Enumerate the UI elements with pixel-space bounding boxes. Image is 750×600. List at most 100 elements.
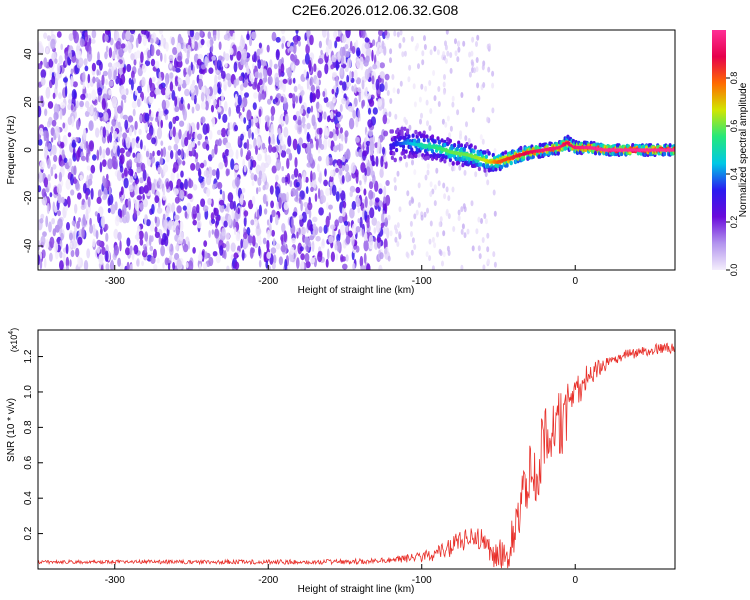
spectrogram-cell [169, 72, 174, 79]
signal-cell [390, 155, 394, 160]
spectrogram-cell [237, 207, 240, 215]
spectrogram-cell [69, 259, 72, 267]
spectrogram-cell [368, 181, 374, 190]
spectrogram-cell [173, 161, 179, 172]
spectrogram-cell [396, 241, 400, 247]
spectrogram-cell [41, 188, 46, 198]
spectrogram-cell [391, 74, 395, 80]
spectrogram-cell [150, 44, 155, 57]
spectrogram-x-label: Height of straight line (km) [298, 285, 415, 296]
spectrogram-cell [295, 181, 300, 188]
spectrogram-cell [70, 189, 75, 196]
spectrogram-cell [382, 114, 388, 125]
spectrogram-cell [379, 168, 384, 179]
spectrogram-cell [161, 99, 167, 111]
spectrogram-cell [77, 192, 82, 200]
spectrogram-cell [174, 214, 180, 221]
spectrogram-cell [102, 148, 106, 159]
spectrogram-cell [123, 167, 128, 177]
spectrogram-cell [323, 96, 329, 104]
spectrogram-cell [154, 195, 160, 204]
spectrogram-cell [252, 102, 257, 110]
spectrogram-cell [263, 83, 266, 92]
spectrogram-cell [371, 49, 374, 62]
spectrogram-cell [283, 230, 288, 243]
spectrogram-cell [364, 42, 371, 49]
spectrogram-cell [326, 115, 331, 123]
spectrogram-cell [112, 160, 118, 170]
spectrogram-cell [165, 42, 169, 52]
spectrogram-cell [140, 162, 146, 172]
spectrogram-cell [371, 217, 378, 226]
spectrogram-cell [72, 146, 76, 158]
spectrogram-cell [439, 250, 443, 257]
spectrogram-cell [63, 77, 68, 83]
signal-cell [403, 154, 407, 160]
spectrogram-cell [137, 98, 141, 108]
spectrogram-cell [338, 187, 342, 194]
spectrogram-y-tick-label: 20 [23, 96, 34, 108]
spectrogram-cell [261, 172, 267, 183]
spectrogram-cell [270, 200, 274, 209]
spectrogram-cell [248, 199, 254, 210]
spectrogram-cell [202, 205, 209, 212]
spectrogram-panel: -300 -200 -100 0 40 20 0 -20 -40 Height of stra… [6, 29, 676, 296]
spectrogram-cell [362, 174, 365, 180]
spectrogram-cell [436, 49, 440, 56]
spectrogram-cell [470, 200, 474, 207]
spectrogram-cell [412, 83, 416, 90]
spectrogram-cell [60, 43, 63, 50]
spectrogram-cell [481, 237, 485, 243]
spectrogram-cell [79, 174, 83, 181]
spectrogram-cell [475, 228, 479, 235]
spectrogram-cell [224, 53, 230, 62]
spectrogram-cell [451, 95, 455, 102]
spectrogram-cell [52, 92, 56, 100]
spectrogram-cell [329, 157, 333, 163]
spectrogram-cell [61, 253, 66, 259]
spectrogram-cell [349, 207, 355, 219]
spectrogram-cell [125, 211, 130, 224]
spectrogram-cell [184, 136, 189, 147]
spectrogram-cell [210, 212, 215, 221]
spectrogram-cell [223, 220, 228, 228]
signal-cell [555, 142, 559, 147]
spectrogram-cell [330, 251, 335, 263]
spectrogram-cell [417, 202, 421, 208]
spectrogram-cell [375, 50, 380, 56]
spectrogram-cell [454, 50, 458, 57]
spectrogram-cell [360, 162, 366, 173]
spectrogram-cell [217, 30, 220, 41]
signal-cell [505, 163, 509, 168]
spectrogram-cell [78, 57, 84, 67]
signal-cell [393, 157, 397, 163]
spectrogram-cell [414, 45, 418, 52]
spectrogram-cell [287, 135, 292, 147]
snr-series-line [38, 342, 675, 569]
spectrogram-cell [176, 258, 182, 269]
spectrogram-cell [314, 193, 318, 202]
spectrogram-cell [38, 171, 43, 184]
spectrogram-cell [107, 207, 111, 214]
spectrogram-cell [258, 186, 261, 192]
spectrogram-cell [396, 88, 400, 95]
spectrogram-cell [313, 179, 317, 189]
spectrogram-cell [326, 202, 329, 211]
spectrogram-cell [162, 146, 167, 158]
spectrogram-y-tick-label: 40 [23, 48, 34, 60]
spectrogram-cell [264, 151, 268, 162]
spectrogram-cell [110, 126, 114, 134]
spectrogram-cell [266, 44, 270, 53]
signal-cell [443, 142, 447, 148]
spectrogram-cell [192, 184, 198, 191]
spectrogram-cell [301, 142, 308, 149]
spectrogram-cell [475, 66, 479, 73]
spectrogram-cell [234, 261, 240, 270]
spectrogram-cell [492, 189, 496, 196]
spectrogram-cell [227, 192, 234, 203]
spectrogram-cell [298, 40, 301, 47]
spectrogram-cell [117, 105, 123, 114]
snr-y-tick-label: 0.4 [23, 491, 34, 505]
spectrogram-cell [187, 240, 191, 250]
spectrogram-cell [126, 237, 131, 247]
